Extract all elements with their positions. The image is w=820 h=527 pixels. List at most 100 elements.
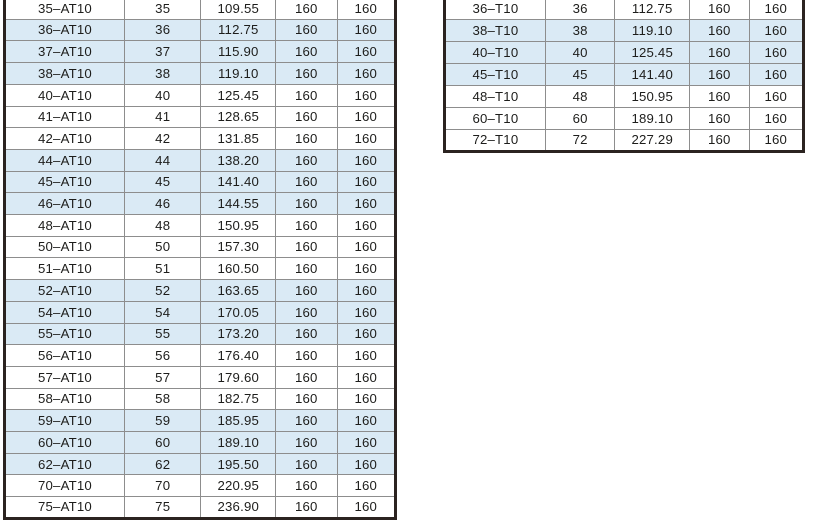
- cell-model: 72–T10: [444, 129, 546, 152]
- table-row: 62–AT10 62 195.50 160 160: [4, 453, 396, 476]
- cell-length: 189.10: [614, 107, 691, 130]
- cell-width-b: 160: [337, 84, 396, 107]
- cell-length: 185.95: [200, 409, 277, 433]
- cell-width-b: 160: [337, 127, 396, 150]
- cell-teeth: 50: [124, 236, 202, 259]
- cell-length: 163.65: [200, 279, 277, 302]
- cell-length: 119.10: [614, 19, 691, 42]
- table-row: 42–AT10 42 131.85 160 160: [4, 127, 396, 150]
- cell-width-a: 160: [275, 474, 338, 498]
- cell-width-b: 160: [337, 344, 396, 367]
- cell-width-a: 160: [275, 149, 338, 172]
- cell-teeth: 48: [545, 85, 616, 108]
- table-row: 56–AT10 56 176.40 160 160: [4, 344, 396, 367]
- cell-width-a: 160: [275, 301, 338, 324]
- cell-width-b: 160: [337, 279, 396, 302]
- cell-width-a: 160: [275, 453, 338, 476]
- cell-model: 75–AT10: [4, 496, 125, 519]
- cell-model: 70–AT10: [4, 474, 125, 498]
- cell-teeth: 72: [545, 129, 616, 152]
- table-row: 46–AT10 46 144.55 160 160: [4, 192, 396, 216]
- table-row: 45–T10 45 141.40 160 160: [444, 63, 804, 86]
- cell-teeth: 59: [124, 409, 202, 433]
- cell-width-b: 160: [354, 499, 378, 515]
- cell-model: 59–AT10: [4, 409, 125, 433]
- table-row: 44–AT10 44 138.20 160 160: [4, 149, 396, 172]
- cell-length: 109.55: [200, 0, 277, 20]
- cell-width-a: 160: [275, 366, 338, 389]
- cell-model: 48–T10: [444, 85, 546, 108]
- cell-width-a: 160: [275, 409, 338, 433]
- cell-model: 36–AT10: [4, 19, 125, 42]
- cell-length: 125.45: [200, 84, 277, 107]
- cell-teeth: 58: [124, 388, 202, 411]
- cell-length: 115.90: [200, 40, 277, 64]
- cell-teeth: 51: [124, 257, 202, 281]
- cell-teeth: 62: [124, 453, 202, 476]
- cell-model: 54–AT10: [4, 301, 125, 324]
- cell-width-a: 160: [275, 214, 338, 237]
- cell-model: 35–AT10: [4, 0, 125, 20]
- cell-model: 60–T10: [444, 107, 546, 130]
- cell-model: 38–T10: [444, 19, 546, 42]
- cell-width-a: 160: [689, 0, 750, 20]
- cell-width-a: 160: [275, 496, 338, 519]
- cell-model: 37–AT10: [4, 40, 125, 64]
- table-row: 48–T10 48 150.95 160 160: [444, 85, 804, 108]
- cell-model: 45–T10: [444, 63, 546, 86]
- cell-model: 57–AT10: [4, 366, 125, 389]
- cell-width-b: 160: [337, 0, 396, 20]
- table-row: 72–T10 72 227.29 160 160: [444, 129, 804, 152]
- cell-width-b: 160: [749, 0, 804, 20]
- cell-length: 173.20: [200, 323, 277, 346]
- cell-model: 56–AT10: [4, 344, 125, 367]
- cell-teeth: 38: [545, 19, 616, 42]
- cell-model: 45–AT10: [4, 171, 125, 194]
- cell-width-a: 160: [689, 107, 750, 130]
- table-row: 57–AT10 57 179.60 160 160: [4, 366, 396, 389]
- cell-width-a: 160: [275, 236, 338, 259]
- cell-width-a: 160: [275, 323, 338, 346]
- cell-model: 40–AT10: [4, 84, 125, 107]
- cell-model: 40–T10: [444, 41, 546, 64]
- cell-teeth: 75: [124, 496, 202, 519]
- cell-width-b: 160: [337, 366, 396, 389]
- cell-width-a: 160: [275, 171, 338, 194]
- cell-width-b: 160: [337, 171, 396, 194]
- cell-teeth: 41: [124, 106, 202, 129]
- table-row: 70–AT10 70 220.95 160 160: [4, 474, 396, 498]
- cell-width-b: 160: [337, 453, 396, 476]
- cell-model: 52–AT10: [4, 279, 125, 302]
- table-row: 36–T10 36 112.75 160 160: [444, 0, 804, 20]
- cell-width-b: 160: [749, 63, 804, 86]
- cell-model: 55–AT10: [4, 323, 125, 346]
- table-row: 75–AT10 75 236.90 160 160: [4, 496, 396, 519]
- cell-length: 131.85: [200, 127, 277, 150]
- cell-width-a: 160: [275, 344, 338, 367]
- cell-teeth: 44: [124, 149, 202, 172]
- cell-teeth: 52: [124, 279, 202, 302]
- cell-teeth: 36: [124, 19, 202, 42]
- cell-teeth: 55: [124, 323, 202, 346]
- cell-width-b: 160: [337, 149, 396, 172]
- cell-width-b: 160: [337, 301, 396, 324]
- cell-width-b: 160: [337, 40, 396, 64]
- cell-width-b: 160: [337, 62, 396, 85]
- t10-table-body: 36–T10 36 112.75 160 160 38–T10 38 119.10 160 160…: [444, 0, 804, 152]
- cell-length: 227.29: [614, 129, 691, 152]
- cell-teeth: 45: [124, 171, 202, 194]
- cell-teeth: 40: [124, 84, 202, 107]
- cell-model: 46–AT10: [4, 192, 125, 216]
- cell-width-a: 160: [275, 388, 338, 411]
- cell-length: 144.55: [200, 192, 277, 216]
- cell-teeth: 45: [545, 63, 616, 86]
- cell-teeth: 57: [124, 366, 202, 389]
- cell-width-b: 160: [337, 106, 396, 129]
- cell-teeth: 40: [545, 41, 616, 64]
- cell-width-b: 160: [337, 236, 396, 259]
- cell-teeth: 35: [124, 0, 202, 20]
- cell-length: 176.40: [200, 344, 277, 367]
- cell-teeth: 56: [124, 344, 202, 367]
- cell-length: 170.05: [200, 301, 277, 324]
